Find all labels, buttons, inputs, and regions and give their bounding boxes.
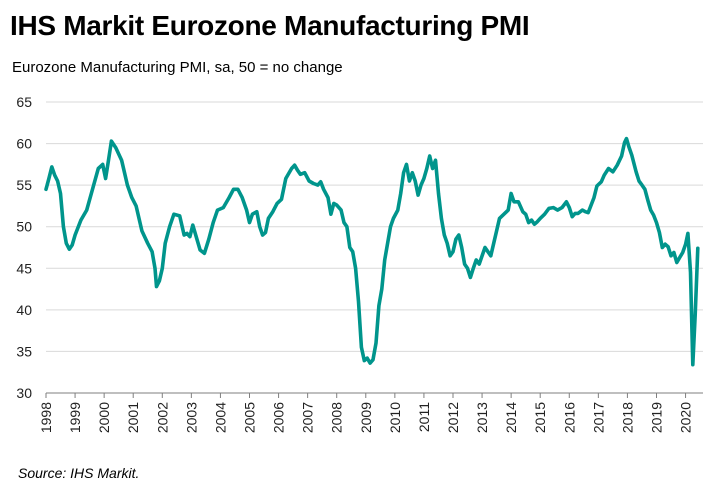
y-tick-label: 35 xyxy=(16,343,32,359)
y-tick-label: 50 xyxy=(16,219,32,235)
x-tick-label: 2009 xyxy=(358,402,374,433)
chart-subtitle: Eurozone Manufacturing PMI, sa, 50 = no … xyxy=(12,59,343,76)
grid-lines xyxy=(46,101,703,352)
x-tick-label: 2016 xyxy=(561,402,577,433)
x-tick-label: 2007 xyxy=(300,402,316,433)
x-tick-label: 2012 xyxy=(445,402,461,433)
chart-title: IHS Markit Eurozone Manufacturing PMI xyxy=(10,10,530,41)
series-layer xyxy=(44,136,700,367)
x-tick-label: 2018 xyxy=(619,402,635,433)
y-tick-label: 40 xyxy=(16,302,32,318)
x-axis: 1998 1999 2000 2001 2002 2003 2004 2005 2006 2007… xyxy=(38,392,703,433)
x-tick-label: 2015 xyxy=(532,402,548,433)
x-tick-label: 2000 xyxy=(96,402,112,433)
x-tick-label: 2006 xyxy=(271,402,287,433)
y-tick-label: 45 xyxy=(16,260,32,276)
x-tick-label: 2008 xyxy=(329,402,345,433)
y-tick-label: 60 xyxy=(16,136,32,152)
x-tick-label: 2001 xyxy=(125,402,141,433)
x-tick-label: 2014 xyxy=(503,402,519,433)
y-tick-label: 65 xyxy=(16,94,32,110)
x-tick-label: 2004 xyxy=(212,402,228,433)
x-tick-label: 1999 xyxy=(67,402,83,433)
x-tick-label: 2003 xyxy=(183,402,199,433)
x-tick-label: 1998 xyxy=(38,402,54,433)
source-note: Source: IHS Markit. xyxy=(18,465,140,481)
x-tick-label: 2013 xyxy=(474,402,490,433)
pmi-series-line xyxy=(44,136,700,367)
x-tick-label: 2011 xyxy=(416,402,432,432)
x-tick-label: 2019 xyxy=(648,402,664,433)
y-axis-ticks: 30 35 40 45 50 55 60 65 xyxy=(16,94,32,401)
y-tick-label: 55 xyxy=(16,177,32,193)
x-tick-label: 2005 xyxy=(241,402,257,433)
x-tick-label: 2017 xyxy=(590,402,606,433)
x-tick-label: 2010 xyxy=(387,402,403,433)
x-tick-label: 2002 xyxy=(154,402,170,433)
x-tick-label: 2020 xyxy=(678,402,694,433)
y-tick-label: 30 xyxy=(16,385,32,401)
